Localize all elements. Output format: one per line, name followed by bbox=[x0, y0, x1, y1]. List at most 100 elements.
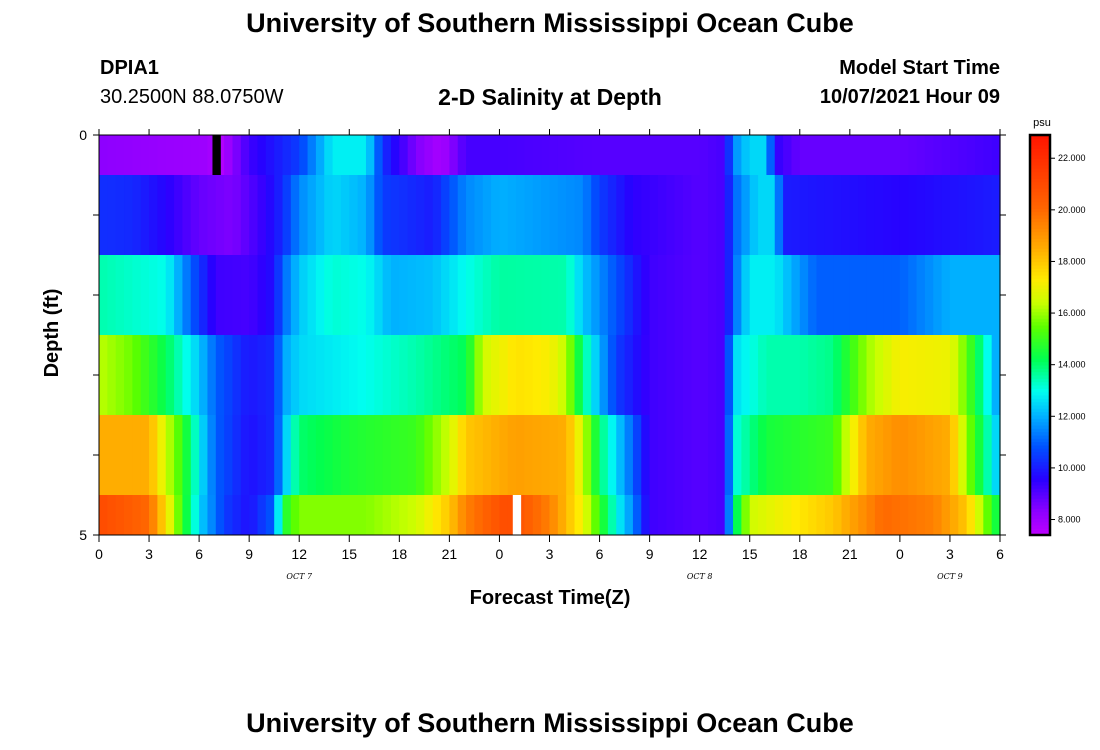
heatmap-cell bbox=[666, 335, 676, 415]
heatmap-cell bbox=[140, 255, 150, 335]
heatmap-cell bbox=[274, 175, 284, 255]
heatmap-cell bbox=[616, 335, 626, 415]
heatmap-cell bbox=[532, 415, 542, 495]
heatmap-cell bbox=[599, 255, 609, 335]
heatmap-cell bbox=[741, 175, 751, 255]
heatmap-cell bbox=[324, 255, 334, 335]
heatmap-cell bbox=[691, 335, 701, 415]
footer-title: University of Southern Mississippi Ocean… bbox=[246, 708, 854, 738]
colorbar-swatch bbox=[1030, 205, 1050, 209]
colorbar-swatch bbox=[1030, 381, 1050, 386]
heatmap-cell bbox=[390, 335, 400, 415]
heatmap-cell bbox=[741, 335, 751, 415]
x-tick-label: 3 bbox=[145, 546, 153, 562]
colorbar-swatch bbox=[1030, 271, 1050, 276]
heatmap-cell bbox=[107, 175, 117, 255]
heatmap-cell bbox=[641, 495, 651, 535]
heatmap-cell bbox=[582, 335, 592, 415]
colorbar-tick-label: 8.000 bbox=[1058, 515, 1081, 525]
heatmap-cell bbox=[791, 415, 801, 495]
heatmap-cell bbox=[691, 415, 701, 495]
heatmap-cell bbox=[140, 335, 150, 415]
heatmap-cell bbox=[808, 415, 818, 495]
heatmap-cell bbox=[340, 135, 350, 175]
heatmap-cell bbox=[649, 175, 659, 255]
heatmap-cell bbox=[207, 495, 217, 535]
heatmap-cell bbox=[891, 415, 901, 495]
heatmap-cell bbox=[766, 415, 776, 495]
heatmap-cell bbox=[132, 495, 142, 535]
colorbar-swatch bbox=[1030, 211, 1050, 216]
heatmap-cell bbox=[849, 415, 859, 495]
heatmap-cell bbox=[190, 175, 200, 255]
heatmap-cell bbox=[265, 335, 275, 415]
heatmap-cell bbox=[607, 335, 617, 415]
heatmap-cell bbox=[416, 135, 425, 175]
heatmap-cell bbox=[708, 175, 717, 255]
heatmap-cell bbox=[265, 415, 275, 495]
heatmap-cell bbox=[115, 415, 125, 495]
heatmap-cell bbox=[991, 415, 1001, 495]
heatmap-cell bbox=[516, 135, 526, 175]
missing-data-bar bbox=[512, 495, 522, 535]
heatmap-cell bbox=[182, 415, 192, 495]
heatmap-cell bbox=[708, 495, 717, 535]
heatmap-cell bbox=[866, 175, 876, 255]
colorbar-swatch bbox=[1030, 288, 1050, 293]
heatmap-cell bbox=[224, 495, 234, 535]
heatmap-cell bbox=[591, 175, 601, 255]
colorbar-swatch bbox=[1030, 448, 1050, 453]
heatmap-cell bbox=[916, 175, 926, 255]
colorbar-swatch bbox=[1030, 435, 1050, 439]
heatmap-cell bbox=[207, 335, 217, 415]
heatmap-cell bbox=[649, 415, 659, 495]
heatmap-cell bbox=[716, 135, 726, 175]
heatmap-cell bbox=[541, 495, 551, 535]
heatmap-cell bbox=[708, 135, 717, 175]
heatmap-cell bbox=[240, 135, 250, 175]
heatmap-cell bbox=[574, 415, 584, 495]
heatmap-cell bbox=[582, 415, 592, 495]
heatmap-cell bbox=[682, 415, 692, 495]
heatmap-cell bbox=[182, 255, 192, 335]
heatmap-cell bbox=[941, 415, 951, 495]
heatmap-cell bbox=[424, 335, 434, 415]
heatmap-cell bbox=[966, 495, 976, 535]
heatmap-cell bbox=[290, 135, 300, 175]
heatmap-cell bbox=[941, 255, 951, 335]
colorbar-swatch bbox=[1030, 455, 1050, 459]
heatmap-cell bbox=[774, 135, 784, 175]
heatmap-cell bbox=[107, 255, 117, 335]
heatmap-cell bbox=[949, 255, 959, 335]
heatmap-cell bbox=[332, 135, 342, 175]
heatmap-cell bbox=[941, 135, 951, 175]
heatmap-cell bbox=[282, 135, 292, 175]
colorbar-swatch bbox=[1030, 511, 1050, 516]
heatmap-cell bbox=[574, 335, 584, 415]
heatmap-cell bbox=[249, 255, 259, 335]
heatmap-cell bbox=[649, 335, 659, 415]
colorbar-swatch bbox=[1030, 418, 1050, 423]
heatmap-cell bbox=[124, 255, 133, 335]
colorbar-swatch bbox=[1030, 155, 1050, 159]
heatmap-cell bbox=[766, 175, 776, 255]
heatmap-cell bbox=[299, 335, 309, 415]
heatmap-cell bbox=[908, 495, 918, 535]
heatmap-cell bbox=[666, 175, 676, 255]
heatmap-cell bbox=[916, 495, 926, 535]
heatmap-cell bbox=[541, 415, 551, 495]
heatmap-cell bbox=[365, 415, 375, 495]
heatmap-cell bbox=[849, 255, 859, 335]
heatmap-cell bbox=[382, 175, 392, 255]
heatmap-cell bbox=[115, 495, 125, 535]
heatmap-cell bbox=[516, 255, 526, 335]
heatmap-cell bbox=[124, 495, 133, 535]
heatmap-cell bbox=[457, 175, 467, 255]
heatmap-cell bbox=[724, 495, 734, 535]
heatmap-cell bbox=[599, 495, 609, 535]
heatmap-cell bbox=[841, 415, 851, 495]
colorbar-swatch bbox=[1030, 185, 1050, 189]
heatmap-cell bbox=[491, 495, 501, 535]
heatmap-cell bbox=[474, 255, 484, 335]
heatmap-cell bbox=[591, 135, 601, 175]
